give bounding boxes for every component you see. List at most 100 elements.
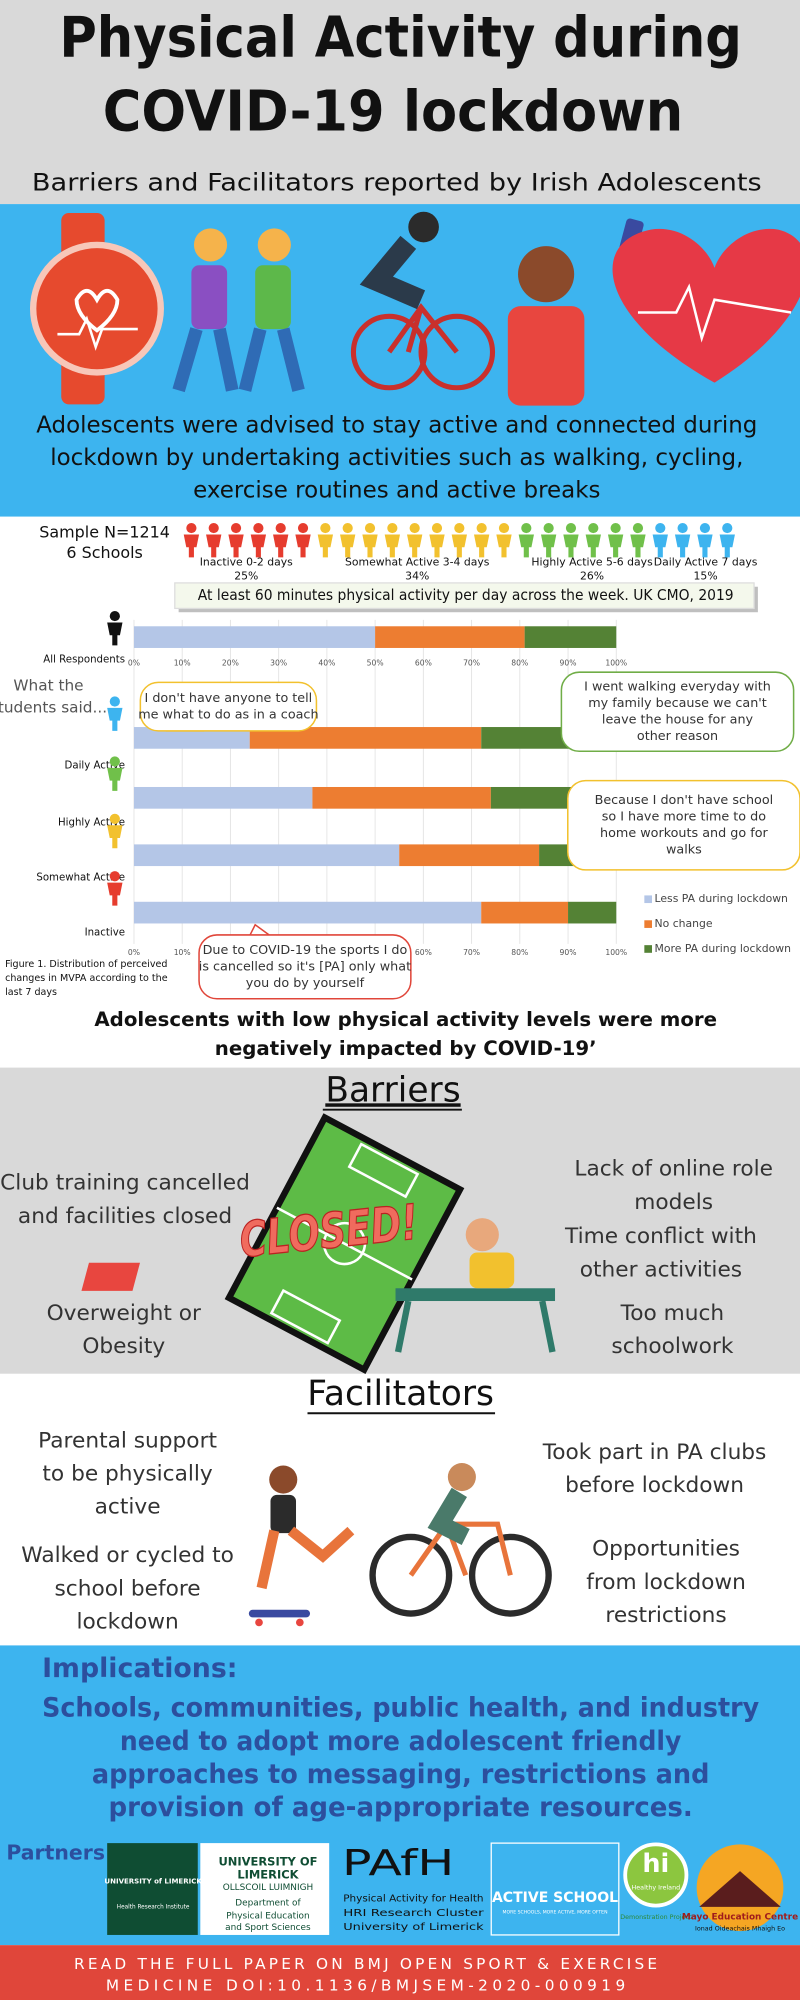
logo-text: UNIVERSITY OF: [218, 1855, 317, 1869]
guideline: At least 60 minutes physical activity pe…: [198, 586, 734, 604]
person-body: [384, 534, 400, 558]
person-head: [722, 522, 733, 534]
logo-text: OLLSCOIL LUIMNIGH: [223, 1883, 313, 1893]
logo-text: LIMERICK: [237, 1868, 299, 1882]
barrier-item: other activities: [580, 1257, 742, 1282]
person-head: [297, 522, 309, 534]
group-share: 25%: [234, 570, 258, 583]
x-tick-label: 10%: [174, 948, 191, 957]
quote-text: Due to COVID-19 the sports I do: [203, 943, 408, 958]
group-share: 34%: [405, 570, 429, 583]
logo-text: and Sport Sciences: [225, 1923, 311, 1933]
person-body: [206, 534, 222, 558]
facilitator-illustration: [248, 1463, 552, 1627]
group-label: Inactive 0-2 days: [200, 556, 293, 569]
barrier-item: and facilities closed: [18, 1204, 232, 1229]
person-head: [543, 522, 554, 534]
facilitators-heading: Facilitators: [307, 1374, 494, 1414]
x-tick-label: 70%: [463, 948, 480, 957]
footer-link: MEDICINE DOI:10.1136/BMJSEM-2020-000919: [106, 1976, 629, 1994]
barriers-heading: Barriers: [325, 1070, 460, 1110]
logo-text: Health Research Institute: [117, 1904, 190, 1910]
logo-text: Demonstration Project: [620, 1913, 692, 1921]
quote-tail: [249, 923, 270, 936]
intro-text: Adolescents were advised to stay active …: [36, 413, 757, 439]
x-tick-label: 80%: [511, 658, 528, 667]
quote-text: I went walking everyday with: [584, 679, 771, 694]
facilitator-item: Took part in PA clubs: [542, 1440, 767, 1465]
x-tick-label: 90%: [560, 658, 577, 667]
barrier-item: Too much: [620, 1301, 724, 1326]
facilitator-item: to be physically: [42, 1461, 213, 1486]
facilitator-item: active: [95, 1495, 161, 1520]
x-tick-label: 70%: [463, 658, 480, 667]
person-head: [588, 522, 599, 534]
person-body: [697, 534, 713, 558]
guideline-box: [174, 582, 755, 610]
person-body: [107, 825, 123, 849]
person-body: [518, 534, 534, 558]
x-tick-label: 0%: [128, 948, 140, 957]
quote-bubble: [198, 934, 412, 1000]
x-tick-label: 100%: [605, 948, 627, 957]
logo-text: Mayo Education Centre: [682, 1913, 798, 1923]
bar-segment: [312, 786, 491, 809]
person-body: [228, 534, 244, 558]
quote-text: Because I don't have school: [595, 793, 774, 808]
barrier-item: Overweight or: [47, 1301, 201, 1326]
person-body: [429, 534, 445, 558]
implications-heading: Implications:: [42, 1653, 237, 1684]
barrier-item: Obesity: [82, 1334, 165, 1359]
person-body: [362, 534, 378, 558]
implications-text: Schools, communities, public health, and…: [42, 1693, 759, 1724]
subtitle: Barriers and Facilitators reported by Ir…: [32, 169, 762, 197]
activity-icons: [183, 522, 735, 558]
x-tick-label: 30%: [270, 658, 287, 667]
person-body: [674, 534, 691, 558]
category-label: Highly Active: [58, 818, 125, 829]
conclusion: Adolescents with low physical activity l…: [94, 1008, 717, 1031]
quote-text: other reason: [637, 729, 718, 744]
logo-text: HRI Research Cluster: [343, 1908, 483, 1919]
facilitator-item: school before: [55, 1576, 201, 1601]
sample-text: Sample N=1214: [39, 523, 170, 542]
person-body: [652, 534, 668, 558]
facilitator-item: Walked or cycled to: [21, 1543, 234, 1568]
legend-swatch: [644, 920, 652, 928]
legend-label: No change: [655, 917, 713, 930]
quote-text: walks: [666, 843, 702, 858]
person-head: [186, 522, 197, 534]
category-label: All Respondents: [43, 654, 125, 665]
person-body: [107, 882, 123, 906]
person-body: [295, 534, 311, 558]
bar-segment: [133, 786, 313, 809]
person-head: [454, 522, 465, 534]
x-tick-label: 80%: [511, 948, 528, 957]
person-head: [632, 522, 644, 534]
legend-label: More PA during lockdown: [655, 942, 791, 955]
bar-segment: [133, 844, 400, 867]
figure-caption: last 7 days: [5, 987, 57, 998]
person-body: [496, 534, 512, 558]
bar-segment: [133, 901, 482, 924]
bar-segment: [375, 626, 525, 648]
implications-text: provision of age-appropriate resources.: [108, 1792, 692, 1823]
facilitator-item: Parental support: [38, 1428, 217, 1453]
x-tick-label: 20%: [222, 658, 239, 667]
barrier-item: Lack of online role: [574, 1157, 773, 1182]
person-head: [699, 522, 711, 534]
legend-label: Less PA during lockdown: [655, 892, 788, 905]
logo-text: UNIVERSITY of LIMERICK: [104, 1876, 202, 1885]
quote-text: leave the house for any: [602, 713, 754, 728]
figure-caption: Figure 1. Distribution of perceived: [5, 959, 167, 970]
person-head: [364, 522, 376, 534]
person-head: [109, 813, 120, 824]
x-tick-label: 40%: [318, 658, 335, 667]
footer-link: READ THE FULL PAPER ON BMJ OPEN SPORT & …: [74, 1955, 661, 1973]
bar-segment: [481, 901, 569, 924]
person-head: [409, 522, 420, 534]
implications-text: need to adopt more adolescent friendly: [120, 1726, 681, 1757]
facilitator-item: Opportunities: [592, 1537, 740, 1562]
barrier-item: schoolwork: [611, 1334, 733, 1359]
